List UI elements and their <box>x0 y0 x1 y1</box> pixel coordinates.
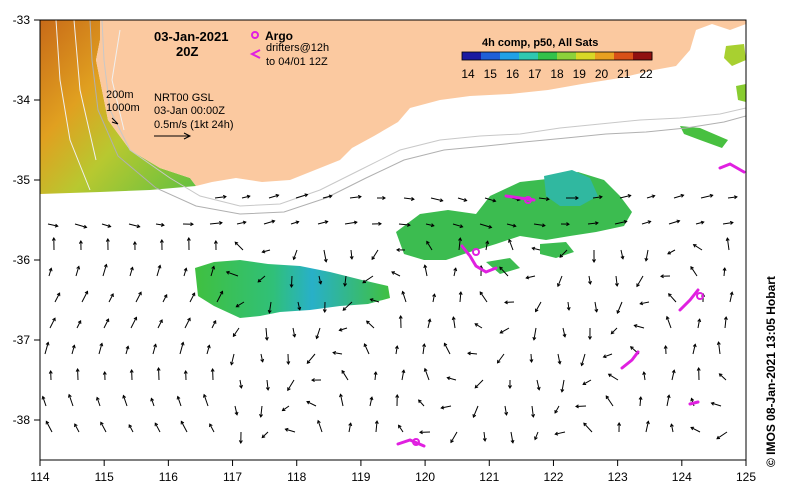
x-tick-label: 125 <box>736 470 756 484</box>
drifters-label: drifters@12h <box>266 42 329 54</box>
y-tick-label: -36 <box>13 253 31 267</box>
colorbar-segment <box>481 52 501 60</box>
colorbar-tick-label: 21 <box>617 67 631 81</box>
x-tick-label: 121 <box>479 470 499 484</box>
colorbar-segment <box>538 52 558 60</box>
colorbar-segment <box>519 52 539 60</box>
colorbar-tick-label: 17 <box>528 67 542 81</box>
x-tick-label: 115 <box>95 470 114 484</box>
x-tick-label: 120 <box>415 470 435 484</box>
colorbar-segment <box>633 52 653 60</box>
x-tick-label: 119 <box>351 470 370 484</box>
y-axis: -33 -34 -35 -36 -37 -38 <box>13 13 40 427</box>
colorbar-tick-label: 20 <box>595 67 609 81</box>
colorbar-segment <box>576 52 596 60</box>
depth-1000-label: 1000m <box>106 102 140 114</box>
drifter-track <box>690 402 698 404</box>
colorbar: 14 15 16 17 18 19 20 21 22 <box>461 52 653 81</box>
colorbar-segment <box>500 52 520 60</box>
credit-panel: © IMOS 08-Jan-2021 13:05 Hobart <box>753 20 783 470</box>
scale-label: 0.5m/s (1kt 24h) <box>154 119 233 131</box>
colorbar-title: 4h comp, p50, All Sats <box>482 37 598 49</box>
x-tick-label: 122 <box>543 470 563 484</box>
colorbar-tick-label: 18 <box>550 67 564 81</box>
y-tick-label: -35 <box>13 173 31 187</box>
y-tick-label: -34 <box>13 93 31 107</box>
argo-label: Argo <box>265 29 293 43</box>
y-tick-label: -38 <box>13 413 31 427</box>
date-label: 03-Jan-2021 <box>154 29 228 44</box>
x-axis: 114 115 116 117 118 119 120 121 122 123 124 125 <box>30 460 756 484</box>
colorbar-segment <box>462 52 482 60</box>
colorbar-tick-label: 22 <box>639 67 653 81</box>
product-time-label: 03-Jan 00:00Z <box>154 105 225 117</box>
current-vector <box>291 276 292 287</box>
y-tick-label: -37 <box>13 333 31 347</box>
product-label: NRT00 GSL <box>154 92 214 104</box>
x-tick-label: 116 <box>159 470 178 484</box>
depth-200-label: 200m <box>106 89 134 101</box>
colorbar-segment <box>595 52 615 60</box>
time-label: 20Z <box>176 44 198 59</box>
colorbar-tick-label: 14 <box>461 67 475 81</box>
x-tick-label: 124 <box>672 470 692 484</box>
y-tick-label: -33 <box>13 13 31 27</box>
x-tick-label: 117 <box>223 470 242 484</box>
x-tick-label: 118 <box>287 470 306 484</box>
colorbar-segment <box>614 52 634 60</box>
colorbar-tick-label: 15 <box>484 67 498 81</box>
drifters-time-label: to 04/01 12Z <box>266 56 328 68</box>
credit-text: © IMOS 08-Jan-2021 13:05 Hobart <box>764 276 778 467</box>
colorbar-segment <box>557 52 577 60</box>
x-tick-label: 123 <box>608 470 628 484</box>
colorbar-tick-label: 16 <box>506 67 520 81</box>
x-tick-label: 114 <box>30 470 49 484</box>
colorbar-tick-label: 19 <box>573 67 587 81</box>
